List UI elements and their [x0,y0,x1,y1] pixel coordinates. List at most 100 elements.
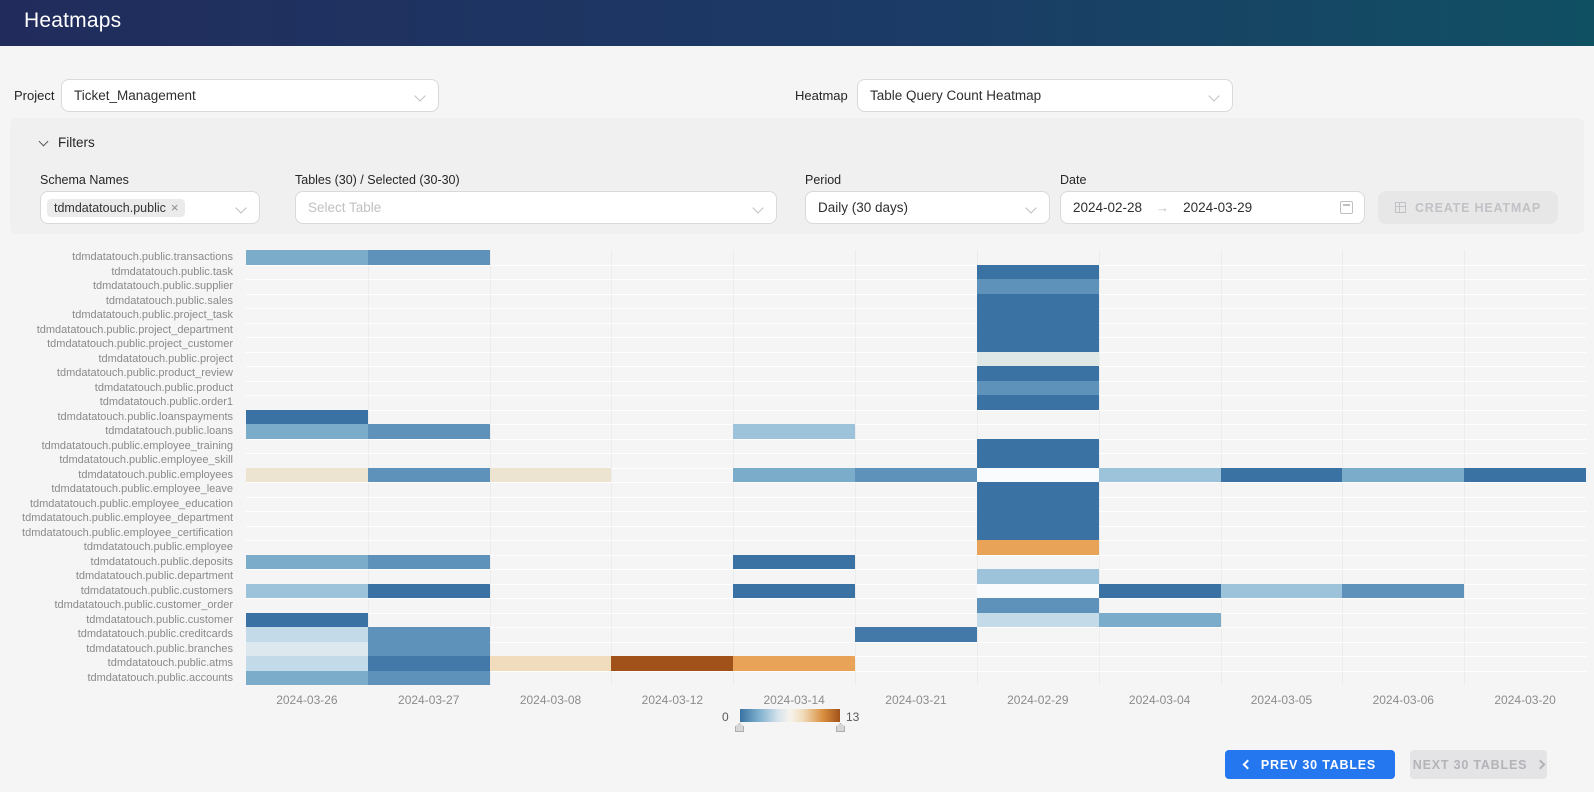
schema-names-select[interactable]: tdmdatatouch.public × [40,191,260,224]
heatmap-row-label: tdmdatatouch.public.supplier [92,280,233,292]
grid-row-line [246,554,1586,556]
grid-row-line [246,453,1586,454]
heatmap-cell [1464,467,1586,482]
heatmap-cell [246,627,368,642]
legend-min-handle[interactable] [735,723,744,732]
date-end-value[interactable]: 2024-03-29 [1183,200,1253,215]
grid-row-line [246,337,1586,338]
heatmap-row-label: tdmdatatouch.public.transactions [72,251,233,263]
heatmap-cell [976,380,1099,395]
heatmap-cell [976,598,1099,613]
heatmap-row-label: tdmdatatouch.public.project [98,352,233,365]
grid-row-line [246,264,1586,266]
grid-row-line [246,670,1586,672]
heatmap-type-select[interactable]: Table Query Count Heatmap [857,79,1233,112]
heatmap-column-label: 2024-03-20 [1494,693,1556,707]
calendar-icon [1340,201,1353,214]
heatmap-column-label: 2024-03-26 [276,693,338,707]
prev-30-tables-button[interactable]: PREV 30 TABLES [1225,750,1395,779]
heatmap-cell [976,467,1099,482]
heatmap-type-select-value: Table Query Count Heatmap [870,88,1042,103]
date-start-value[interactable]: 2024-02-28 [1073,200,1143,215]
chevron-left-icon [1242,759,1253,770]
next-30-tables-button[interactable]: NEXT 30 TABLES [1410,750,1547,779]
page-header: Heatmaps [0,0,1594,46]
filters-panel: Filters Schema Names tdmdatatouch.public… [10,118,1584,234]
chevron-down-icon [414,90,426,102]
heatmap-row-label: tdmdatatouch.public.accounts [87,671,233,684]
heatmap-row-label: tdmdatatouch.public.atms [107,657,233,669]
grid-row-line [246,279,1586,280]
heatmap-row-label: tdmdatatouch.public.customer_order [54,599,233,611]
tables-select[interactable]: Select Table [295,191,777,224]
heatmap-cell [367,467,490,482]
heatmap-cell [1342,583,1465,598]
heatmap-cell [367,641,490,656]
heatmap-grid[interactable] [246,250,1586,685]
heatmap-cell [1220,583,1343,598]
heatmap-cell [976,525,1099,540]
schema-names-label: Schema Names [40,173,129,187]
heatmap-cell [976,264,1099,279]
heatmap-cell [246,467,368,482]
heatmap-cell [1220,467,1343,482]
heatmap-row-label: tdmdatatouch.public.sales [105,294,233,307]
legend-max-handle[interactable] [836,723,845,732]
heatmap-cell [489,656,612,671]
heatmap-cell [733,656,856,671]
heatmap-column-label: 2024-03-05 [1250,693,1313,707]
heatmap-cell [367,554,490,569]
heatmap-row-label: tdmdatatouch.public.order1 [99,396,233,408]
grid-row-line [246,569,1586,570]
heatmap-cell [246,641,368,656]
project-select[interactable]: Ticket_Management [61,79,439,112]
heatmap-cell [733,467,856,482]
grid-row-line [246,308,1586,309]
heatmap-row-label: tdmdatatouch.public.customers [80,584,233,597]
chevron-down-icon [38,136,49,146]
remove-schema-icon[interactable]: × [170,199,179,215]
heatmap-cell [1342,467,1465,482]
heatmap-cell [246,612,368,627]
heatmap-row-label: tdmdatatouch.public.employees [78,468,233,481]
date-range-picker[interactable]: 2024-02-28 → 2024-03-29 [1060,191,1365,224]
heatmap-column-label: 2024-03-04 [1128,693,1191,707]
filters-title: Filters [58,135,95,150]
heatmap-column-label: 2024-03-21 [885,693,947,707]
heatmap-cell [1098,612,1221,627]
heatmap-row-label: tdmdatatouch.public.project_customer [47,338,233,350]
legend-max-label: 13 [846,710,860,724]
heatmap-cell [976,337,1099,352]
heatmap-type-label: Heatmap [795,88,848,103]
heatmap-cell [1098,467,1221,482]
heatmap-cell [246,250,368,265]
grid-row-line [246,395,1586,396]
heatmap-cell [976,308,1099,323]
filters-collapse-toggle[interactable]: Filters [38,135,95,150]
period-select[interactable]: Daily (30 days) [805,191,1050,224]
chevron-down-icon [1025,202,1037,214]
heatmap-cell [976,438,1099,453]
heatmap-row-labels: tdmdatatouch.public.transactions tdmdatat… [0,250,240,685]
create-heatmap-button[interactable]: CREATE HEATMAP [1378,191,1558,224]
heatmap-cell [489,467,612,482]
grid-row-line [246,409,1586,411]
prev-button-label: PREV 30 TABLES [1260,757,1377,772]
heatmap-cell [976,496,1099,511]
heatmap-cell [367,656,490,671]
grid-row-line [246,380,1586,382]
heatmap-column-label: 2024-03-08 [519,693,582,707]
heatmap-cell [976,453,1099,468]
tables-label: Tables (30) / Selected (30-30) [295,173,460,187]
project-label: Project [14,88,55,103]
grid-row-line [246,351,1586,353]
heatmap-cell [976,612,1099,627]
heatmap-row-label: tdmdatatouch.public.department [75,570,233,582]
heatmap-cell [367,583,490,598]
project-select-value: Ticket_Management [74,88,196,103]
grid-row-line [246,598,1586,599]
grid-row-line [246,511,1586,512]
heatmap-row-label: tdmdatatouch.public.branches [86,642,233,655]
grid-row-line [246,424,1586,425]
heatmap-row-label: tdmdatatouch.public.customer [86,613,233,626]
